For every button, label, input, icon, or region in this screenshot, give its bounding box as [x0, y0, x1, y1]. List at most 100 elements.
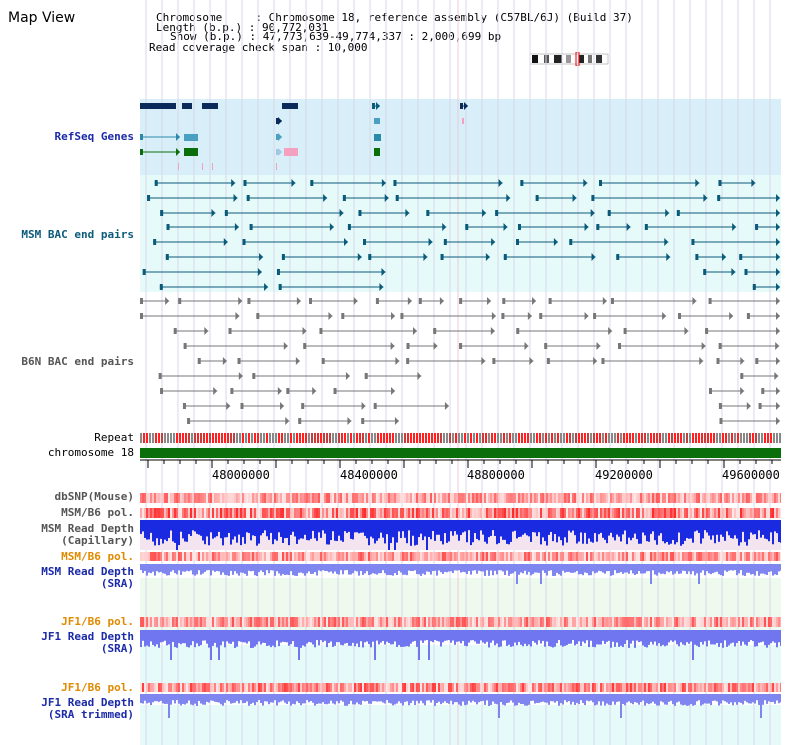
b6n-bac-pair[interactable] — [459, 297, 492, 305]
gene-feature[interactable] — [178, 163, 179, 170]
msm-bac-pair[interactable] — [517, 223, 589, 231]
gene-feature[interactable] — [276, 163, 277, 170]
msm-bac-pair[interactable] — [159, 283, 269, 291]
msm-bac-pair[interactable] — [281, 253, 362, 261]
b6n-bac-pair[interactable] — [400, 312, 496, 320]
msm-bac-pair[interactable] — [591, 194, 708, 202]
msm-bac-label[interactable]: MSM BAC end pairs — [21, 228, 134, 241]
b6n-bac-pair[interactable] — [501, 312, 532, 320]
gene-feature[interactable] — [184, 134, 198, 141]
b6n-bac-pair[interactable] — [256, 312, 333, 320]
b6n-bac-pair[interactable] — [755, 357, 780, 365]
msm-bac-pair[interactable] — [426, 209, 487, 217]
msm-bac-pair[interactable] — [368, 253, 428, 261]
msm-bac-pair[interactable] — [224, 209, 344, 217]
msm-bac-pair[interactable] — [165, 253, 264, 261]
b6n-bac-pair[interactable] — [678, 312, 734, 320]
msm-bac-pair[interactable] — [142, 268, 262, 276]
msm-read-depth-capillary-label[interactable]: MSM Read Depth (Capillary) — [41, 522, 134, 547]
msm-bac-pair[interactable] — [395, 194, 511, 202]
b6n-bac-pair[interactable] — [375, 297, 412, 305]
gene-feature[interactable] — [460, 102, 468, 110]
b6n-bac-pair[interactable] — [761, 387, 780, 395]
b6n-bac-pair[interactable] — [708, 387, 745, 395]
gene-feature[interactable] — [140, 148, 180, 156]
b6n-bac-pair[interactable] — [341, 312, 396, 320]
msm-bac-pair[interactable] — [755, 223, 780, 231]
chromosome-ideogram[interactable] — [528, 52, 612, 66]
b6n-bac-pair[interactable] — [373, 402, 449, 410]
msm-bac-pair[interactable] — [752, 283, 780, 291]
msm-b6-pol-label[interactable]: MSM/B6 pol. — [61, 506, 134, 519]
dbsnp-label[interactable]: dbSNP(Mouse) — [54, 490, 134, 503]
b6n-bac-pair[interactable] — [502, 297, 537, 305]
b6n-bac-pair[interactable] — [298, 417, 352, 425]
msm-bac-pair[interactable] — [535, 194, 577, 202]
gene-feature[interactable] — [284, 148, 298, 156]
jf1-b6-pol-label[interactable]: JF1/B6 pol. — [61, 615, 134, 628]
b6n-bac-pair[interactable] — [230, 387, 282, 395]
msm-bac-pair[interactable] — [520, 179, 588, 187]
b6n-bac-pair[interactable] — [321, 357, 400, 365]
msm-bac-pair[interactable] — [644, 223, 737, 231]
msm-bac-pair[interactable] — [465, 223, 508, 231]
b6n-bac-pair[interactable] — [364, 372, 422, 380]
gene-feature[interactable] — [276, 133, 282, 141]
gene-feature[interactable] — [182, 103, 192, 109]
msm-bac-pair[interactable] — [342, 194, 389, 202]
msm-bac-pair[interactable] — [717, 194, 780, 202]
b6n-bac-pair[interactable] — [309, 297, 358, 305]
b6n-bac-pair[interactable] — [187, 417, 290, 425]
b6n-bac-pair[interactable] — [158, 372, 243, 380]
msm-bac-pair[interactable] — [616, 253, 671, 261]
msm-bac-pair[interactable] — [516, 238, 558, 246]
b6n-bac-pair[interactable] — [758, 402, 780, 410]
gene-feature[interactable] — [276, 148, 282, 156]
b6n-bac-pair[interactable] — [459, 342, 529, 350]
b6n-bac-pair[interactable] — [247, 297, 301, 305]
msm-bac-pair[interactable] — [246, 194, 328, 202]
b6n-bac-pair[interactable] — [303, 342, 395, 350]
gene-feature[interactable] — [374, 134, 381, 141]
msm-bac-pair[interactable] — [153, 238, 228, 246]
gene-feature[interactable] — [374, 118, 380, 124]
b6n-bac-pair[interactable] — [719, 417, 780, 425]
b6n-bac-pair[interactable] — [319, 327, 417, 335]
msm-b6-pol-2-label[interactable]: MSM/B6 pol. — [61, 550, 134, 563]
msm-bac-pair[interactable] — [243, 179, 296, 187]
msm-bac-pair[interactable] — [310, 179, 386, 187]
gene-feature[interactable] — [140, 133, 180, 141]
jf1-b6-pol-2-label[interactable]: JF1/B6 pol. — [61, 681, 134, 694]
b6n-bac-pair[interactable] — [623, 327, 689, 335]
b6n-bac-pair[interactable] — [548, 297, 607, 305]
msm-bac-pair[interactable] — [249, 223, 334, 231]
jf1-read-depth-sra-label[interactable]: JF1 Read Depth (SRA) — [41, 630, 134, 655]
b6n-bac-pair[interactable] — [539, 312, 589, 320]
msm-bac-pair[interactable] — [695, 253, 727, 261]
b6n-bac-pair[interactable] — [333, 387, 396, 395]
msm-read-depth-sra-label[interactable]: MSM Read Depth (SRA) — [41, 565, 134, 590]
msm-bac-pair[interactable] — [363, 238, 433, 246]
b6n-bac-pair[interactable] — [183, 342, 288, 350]
msm-bac-pair[interactable] — [703, 268, 736, 276]
b6n-bac-pair[interactable] — [406, 342, 438, 350]
gene-feature[interactable] — [374, 148, 380, 156]
msm-bac-pair[interactable] — [443, 238, 496, 246]
gene-feature[interactable] — [282, 103, 298, 109]
b6n-bac-pair[interactable] — [182, 402, 231, 410]
b6n-bac-pair[interactable] — [433, 327, 495, 335]
gene-feature[interactable] — [276, 117, 282, 125]
b6n-bac-pair[interactable] — [610, 297, 697, 305]
b6n-bac-pair[interactable] — [601, 357, 704, 365]
msm-bac-pair[interactable] — [276, 268, 386, 276]
msm-bac-pair[interactable] — [691, 238, 780, 246]
msm-bac-pair[interactable] — [596, 223, 631, 231]
msm-bac-pair[interactable] — [440, 253, 490, 261]
feature-tracks[interactable] — [140, 99, 781, 429]
b6n-bac-pair[interactable] — [705, 327, 780, 335]
gene-feature[interactable] — [372, 102, 380, 110]
gene-feature[interactable] — [212, 163, 213, 170]
gene-feature[interactable] — [140, 103, 176, 109]
b6n-bac-pair[interactable] — [160, 387, 218, 395]
msm-bac-pair[interactable] — [569, 238, 669, 246]
